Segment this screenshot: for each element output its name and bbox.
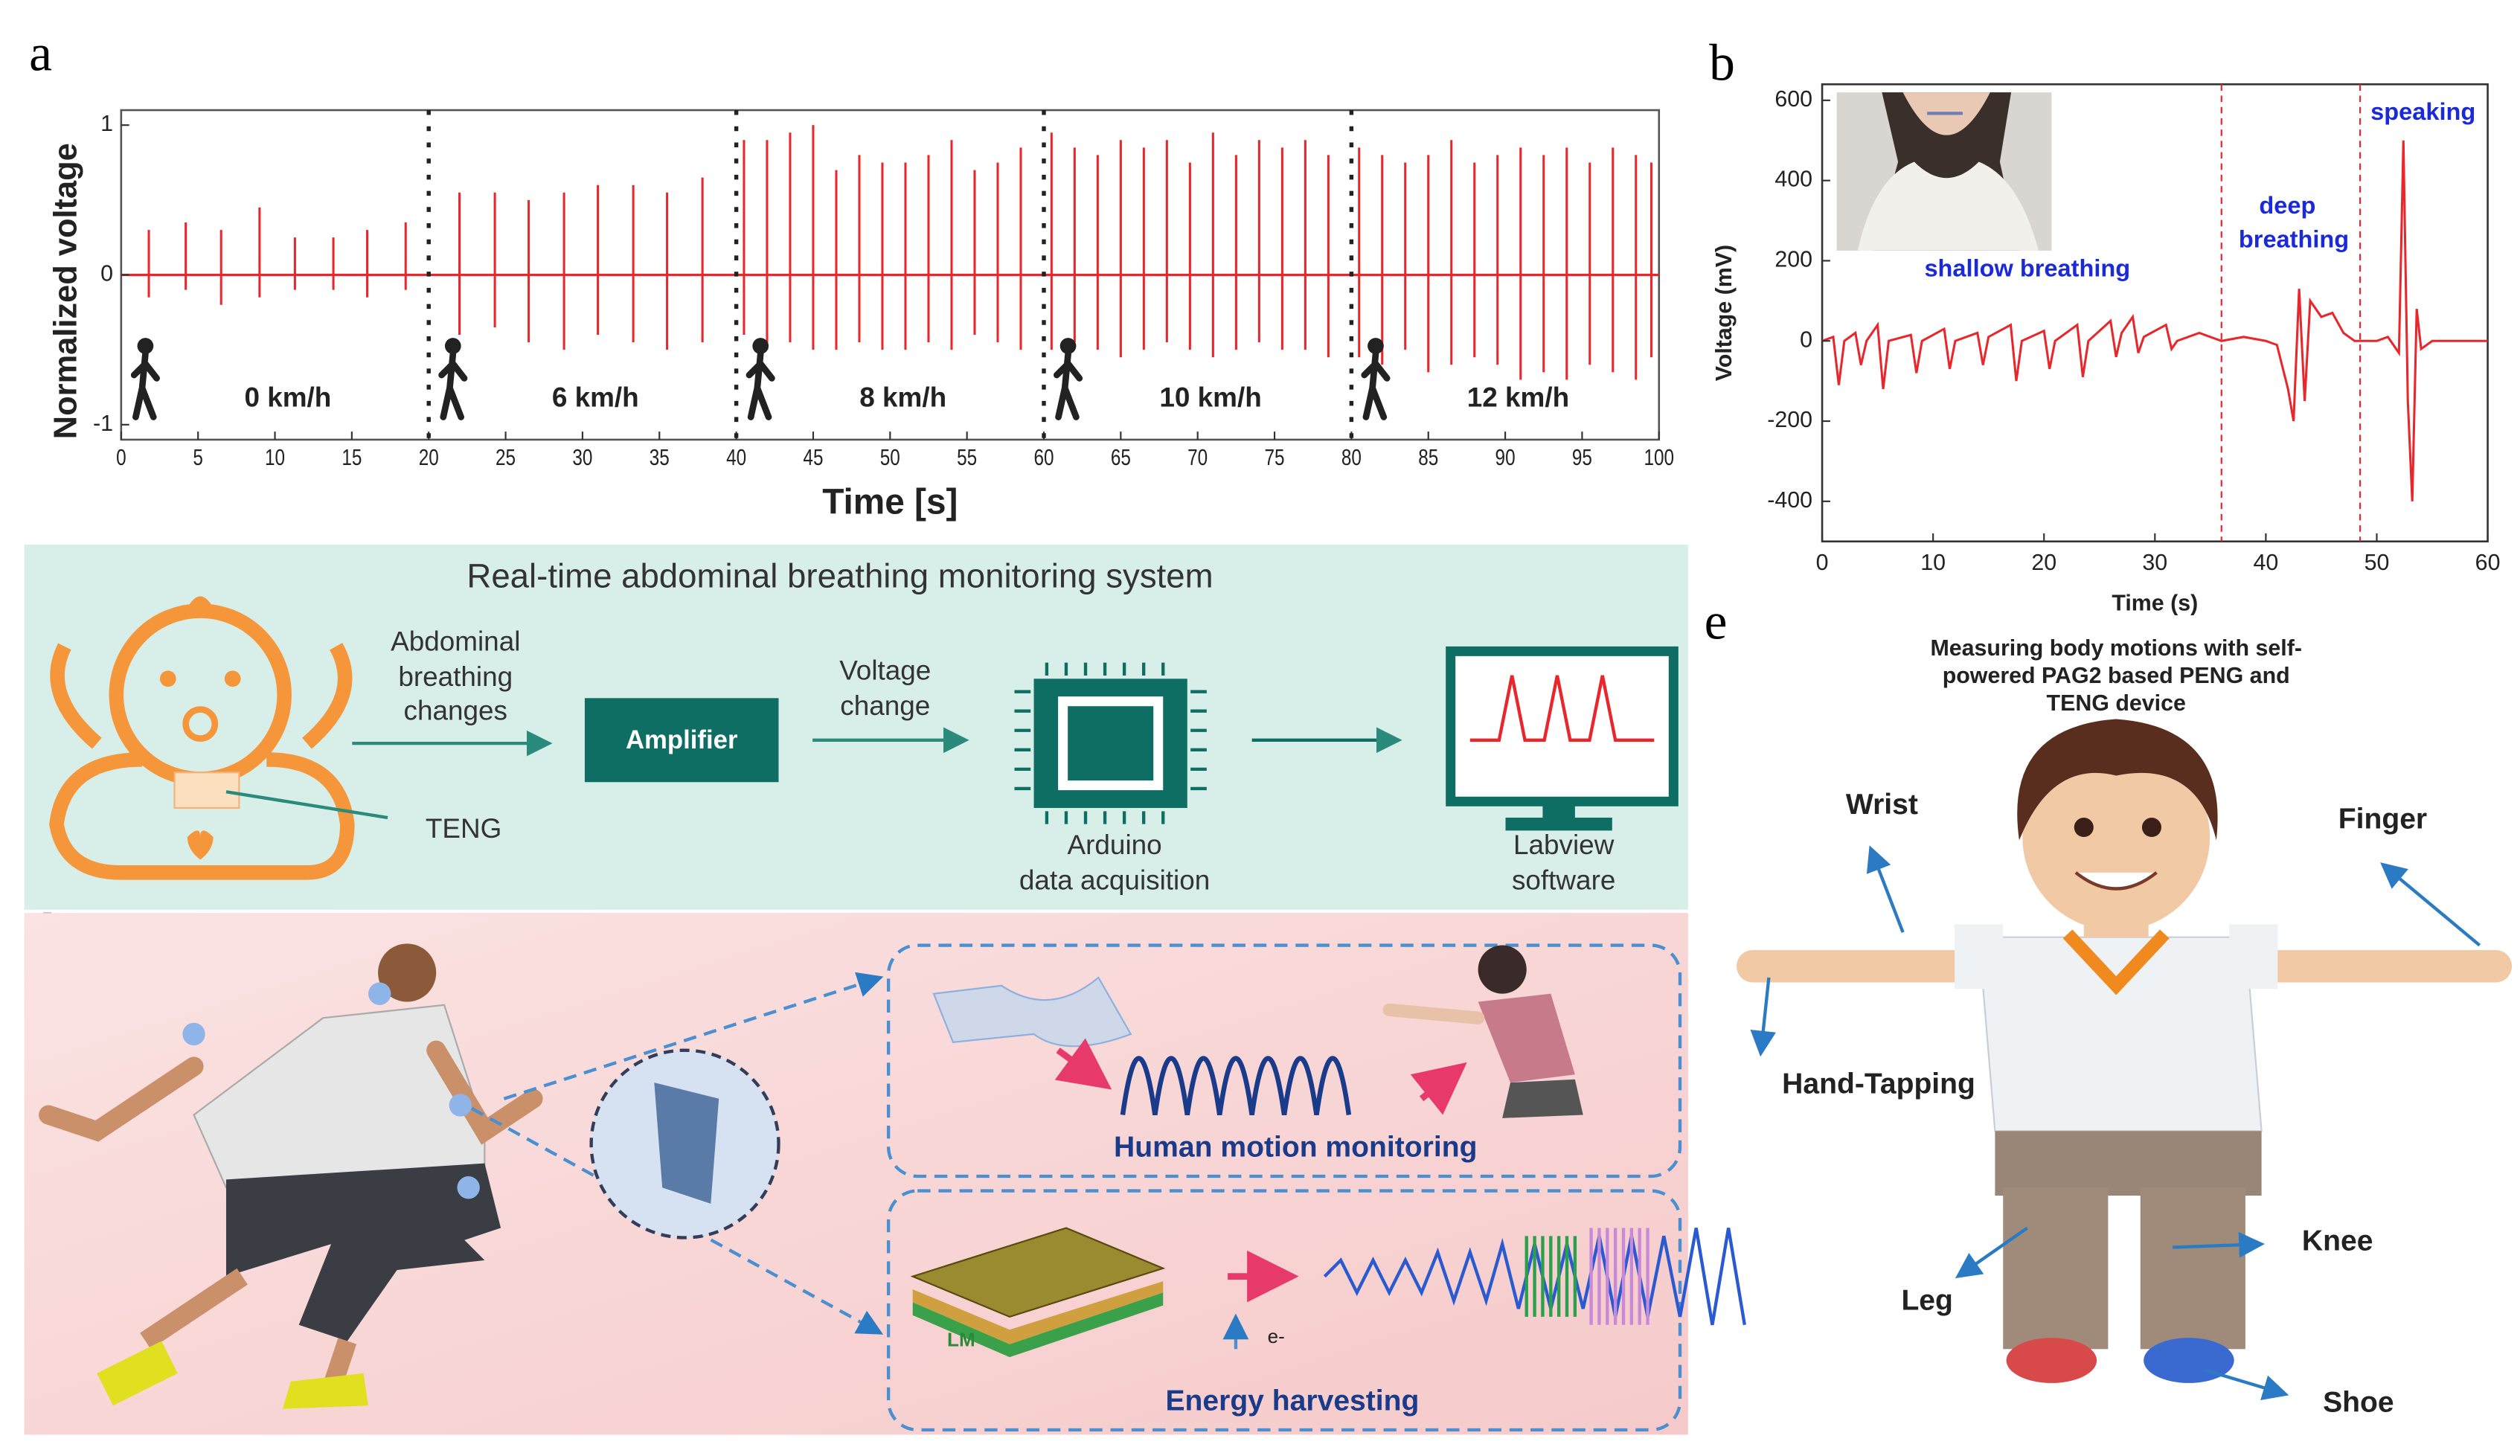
diagram-title: powered PAG2 based PENG and	[1943, 663, 2290, 688]
signal-line	[1821, 140, 2488, 501]
inset-photo	[1836, 92, 2052, 251]
step-label: breathing	[398, 661, 513, 692]
body-part-label: Shoe	[2323, 1386, 2394, 1418]
diagram-title: Real-time abdominal breathing monitoring…	[467, 557, 1213, 595]
x-tick-label: 30	[2142, 550, 2167, 575]
x-tick-label: 30	[572, 444, 592, 469]
runner-icon	[1361, 350, 1391, 420]
x-tick-label: 20	[419, 444, 439, 469]
x-axis-title: Time (s)	[2112, 590, 2198, 615]
runner-icon	[438, 350, 468, 420]
runner-icon	[752, 338, 769, 354]
x-tick-label: 45	[803, 444, 823, 469]
step-label: Voltage	[839, 655, 931, 685]
step-label: Labview	[1513, 830, 1615, 860]
y-tick-label: 200	[1774, 246, 1812, 272]
x-tick-label: 55	[957, 444, 977, 469]
diagram-title: TENG device	[2047, 690, 2186, 716]
x-tick-label: 10	[265, 444, 285, 469]
x-axis-title: Time [s]	[822, 482, 958, 522]
annotation: shallow breathing	[1924, 255, 2130, 282]
step-label: changes	[404, 696, 507, 726]
runner-icon	[1054, 350, 1083, 420]
x-tick-label: 90	[1495, 444, 1516, 469]
runner-icon	[444, 338, 461, 354]
runner-icon	[746, 350, 775, 420]
x-tick-label: 40	[2254, 550, 2279, 575]
woman-illustration	[1382, 945, 1583, 1118]
x-tick-label: 80	[1341, 444, 1362, 469]
speed-label: 8 km/h	[859, 382, 946, 412]
speed-label: 6 km/h	[552, 382, 639, 412]
step-label: data acquisition	[1019, 865, 1210, 896]
x-tick-label: 50	[880, 444, 900, 469]
x-tick-label: 100	[1644, 444, 1674, 469]
y-tick-label: 1	[100, 111, 113, 136]
x-tick-label: 35	[650, 444, 670, 469]
panel-label: e	[1705, 594, 1728, 651]
x-tick-label: 25	[496, 444, 516, 469]
speed-label: 12 km/h	[1467, 382, 1569, 412]
runner-illustration	[39, 943, 543, 1409]
box-caption: Energy harvesting	[1165, 1385, 1419, 1417]
box-caption: Human motion monitoring	[1114, 1131, 1477, 1163]
y-tick-label: 0	[100, 261, 113, 286]
x-tick-label: 95	[1572, 444, 1592, 469]
panel-c	[24, 545, 1688, 910]
x-tick-label: 20	[2031, 550, 2056, 575]
panel-label: b	[1709, 35, 1735, 92]
x-tick-label: 60	[2475, 550, 2501, 575]
body-part-label: Knee	[2302, 1225, 2373, 1257]
x-tick-label: 0	[1816, 550, 1829, 575]
diagram-title: Measuring body motions with self-	[1930, 635, 2302, 661]
body-part-label: Wrist	[1846, 789, 1918, 821]
speed-label: 0 km/h	[244, 382, 331, 412]
panel-label: a	[29, 25, 52, 82]
y-axis-title: Normalized voltage	[48, 143, 84, 439]
y-tick-label: 600	[1774, 86, 1812, 112]
amplifier-label: Amplifier	[626, 726, 737, 754]
body-part-label: Hand-Tapping	[1782, 1068, 1975, 1100]
charge-label: e-	[1268, 1325, 1285, 1347]
x-tick-label: 60	[1033, 444, 1054, 469]
step-label: software	[1512, 865, 1615, 896]
runner-icon	[137, 338, 154, 354]
person-illustration	[1736, 719, 2513, 1401]
runner-icon	[130, 350, 160, 420]
speed-label: 10 km/h	[1159, 382, 1261, 412]
x-tick-label: 5	[193, 444, 203, 469]
x-tick-label: 15	[342, 444, 362, 469]
step-label: Abdominal	[391, 626, 520, 656]
x-tick-label: 10	[1920, 550, 1946, 575]
y-tick-label: -1	[93, 411, 113, 436]
body-part-label: Finger	[2338, 804, 2427, 836]
chip-icon	[1014, 662, 1207, 824]
runner-icon	[1368, 338, 1384, 354]
body-part-label: Leg	[1901, 1285, 1952, 1317]
x-tick-label: 65	[1111, 444, 1131, 469]
y-axis-title: Voltage (mV)	[1711, 245, 1737, 381]
y-tick-label: -400	[1767, 487, 1812, 513]
step-label: change	[840, 690, 930, 721]
runner-icon	[1059, 338, 1077, 354]
y-tick-label: -200	[1767, 407, 1812, 432]
annotation: speaking	[2370, 98, 2475, 125]
x-tick-label: 70	[1187, 444, 1208, 469]
step-label: Arduino	[1068, 830, 1162, 860]
annotation: breathing	[2239, 225, 2349, 252]
x-tick-label: 0	[116, 444, 126, 469]
x-tick-label: 40	[726, 444, 746, 469]
x-tick-label: 85	[1418, 444, 1438, 469]
sensor-label: TENG	[426, 813, 501, 844]
panel-d	[24, 913, 1746, 1435]
monitor-icon	[1446, 646, 1679, 831]
x-tick-label: 50	[2364, 550, 2390, 575]
y-tick-label: 400	[1774, 167, 1812, 192]
annotation: deep	[2259, 192, 2315, 219]
x-tick-label: 75	[1265, 444, 1285, 469]
layer-label: LM	[947, 1328, 975, 1350]
y-tick-label: 0	[1800, 327, 1812, 352]
